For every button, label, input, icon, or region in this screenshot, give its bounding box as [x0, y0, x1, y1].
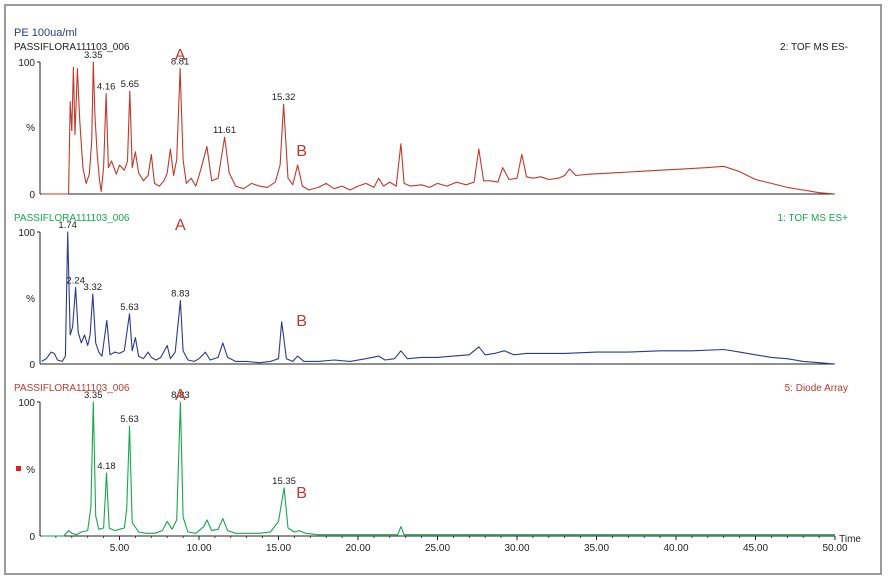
panel2-y-tick-percent: %: [26, 294, 35, 305]
panel1-detector-label: 2: TOF MS ES-: [780, 42, 848, 53]
peak-label: 4.18: [97, 461, 116, 472]
peak-label: 3.32: [84, 282, 103, 293]
peak-annotation-b: B: [296, 143, 307, 160]
x-tick-label: 45.00: [743, 543, 768, 554]
peak-label: 8.81: [171, 57, 190, 68]
peak-annotation-a: A: [175, 47, 186, 64]
panel3-y-tick-0: 0: [29, 532, 35, 543]
panel2-y-tick-0: 0: [29, 360, 35, 371]
peak-annotation-b: B: [296, 313, 307, 330]
x-tick-label: 20.00: [345, 543, 370, 554]
peak-annotation-b: B: [296, 485, 307, 502]
x-tick-label: 5.00: [110, 543, 130, 554]
x-axis-title: Time: [839, 534, 861, 545]
peak-label: 4.16: [97, 82, 116, 93]
panel3-detector-label: 5: Diode Array: [785, 383, 848, 394]
peak-label: 8.83: [171, 289, 190, 300]
chart-frame: [4, 4, 882, 575]
sample-title: PE 100ua/ml: [14, 27, 77, 39]
panel3-y-tick-percent: %: [26, 465, 35, 476]
panel1-y-tick-0: 0: [29, 190, 35, 201]
channel-marker-icon: [16, 466, 21, 471]
x-tick-label: 30.00: [504, 543, 529, 554]
panel1-y-tick-percent: %: [26, 123, 35, 134]
peak-label: 8.83: [171, 390, 190, 401]
peak-label: 1.74: [58, 220, 77, 231]
x-tick-label: 35.00: [584, 543, 609, 554]
peak-label: 5.63: [120, 302, 139, 313]
peak-label: 5.65: [121, 79, 140, 90]
peak-label: 3.35: [84, 50, 103, 61]
panel1-sample-label: PASSIFLORA111103_006: [14, 42, 130, 53]
x-tick-label: 50.00: [822, 543, 847, 554]
panel3-trace: [41, 401, 835, 537]
peak-annotation-a: A: [175, 387, 186, 404]
peak-label: 3.35: [84, 390, 103, 401]
panel2-y-tick-100: 100: [18, 228, 35, 239]
peak-label: 2.24: [66, 275, 85, 286]
x-tick-label: 25.00: [425, 543, 450, 554]
peak-label: 5.63: [120, 414, 139, 425]
panel2-sample-label: PASSIFLORA111103_006: [14, 213, 130, 224]
panel3-sample-label: PASSIFLORA111103_006: [14, 383, 130, 394]
panel1-y-tick-100: 100: [18, 58, 35, 69]
peak-annotation-a: A: [175, 217, 186, 234]
x-tick-label: 40.00: [663, 543, 688, 554]
panel1-trace: [41, 61, 836, 195]
x-tick-label: 15.00: [266, 543, 291, 554]
peak-label: 11.61: [213, 125, 236, 136]
panel2-trace: [41, 231, 836, 365]
x-tick-label: 10.00: [186, 543, 211, 554]
peak-label: 15.32: [272, 92, 296, 103]
peak-label: 15.35: [272, 476, 296, 487]
panel3-y-tick-100: 100: [18, 398, 35, 409]
panel2-detector-label: 1: TOF MS ES+: [778, 213, 849, 224]
